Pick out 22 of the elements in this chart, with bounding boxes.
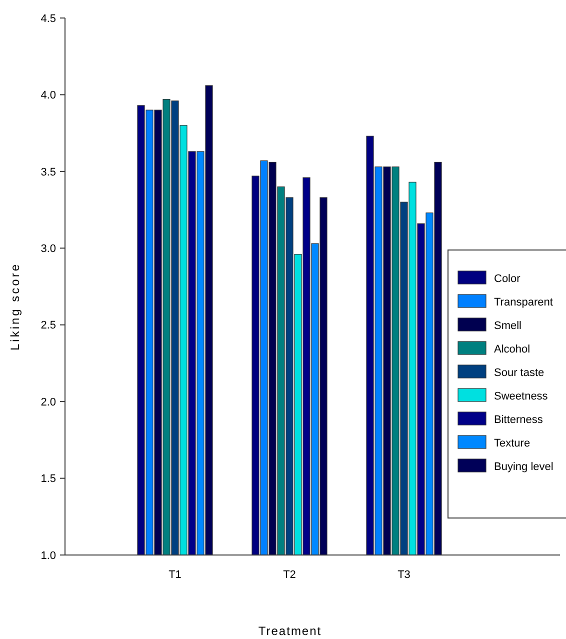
x-axis-title: Treatment bbox=[258, 624, 322, 638]
y-tick-label: 2.5 bbox=[40, 320, 56, 332]
x-tick-label: T3 bbox=[398, 569, 410, 581]
legend-label: Transparent bbox=[494, 296, 553, 308]
x-tick-label: T1 bbox=[168, 569, 182, 581]
legend-label: Sweetness bbox=[494, 390, 548, 402]
y-tick-label: 3.5 bbox=[40, 166, 56, 178]
legend-label: Texture bbox=[494, 437, 530, 450]
y-tick-label: 4.5 bbox=[40, 12, 56, 25]
y-axis-title: Liking score bbox=[8, 262, 22, 351]
legend-label: Alcohol bbox=[494, 343, 530, 356]
y-tick-label: 1.0 bbox=[40, 550, 56, 562]
y-tick-label: 1.5 bbox=[40, 473, 56, 486]
x-tick-label: T2 bbox=[283, 569, 296, 581]
y-tick-label: 2.0 bbox=[40, 396, 56, 408]
legend-label: Smell bbox=[494, 320, 522, 332]
legend-label: Sour taste bbox=[494, 366, 544, 379]
y-tick-label: 3.0 bbox=[40, 242, 56, 255]
legend-label: Buying level bbox=[494, 460, 554, 473]
legend-label: Color bbox=[494, 272, 521, 285]
y-tick-label: 4.0 bbox=[40, 90, 56, 102]
legend-label: Bitterness bbox=[494, 414, 544, 426]
